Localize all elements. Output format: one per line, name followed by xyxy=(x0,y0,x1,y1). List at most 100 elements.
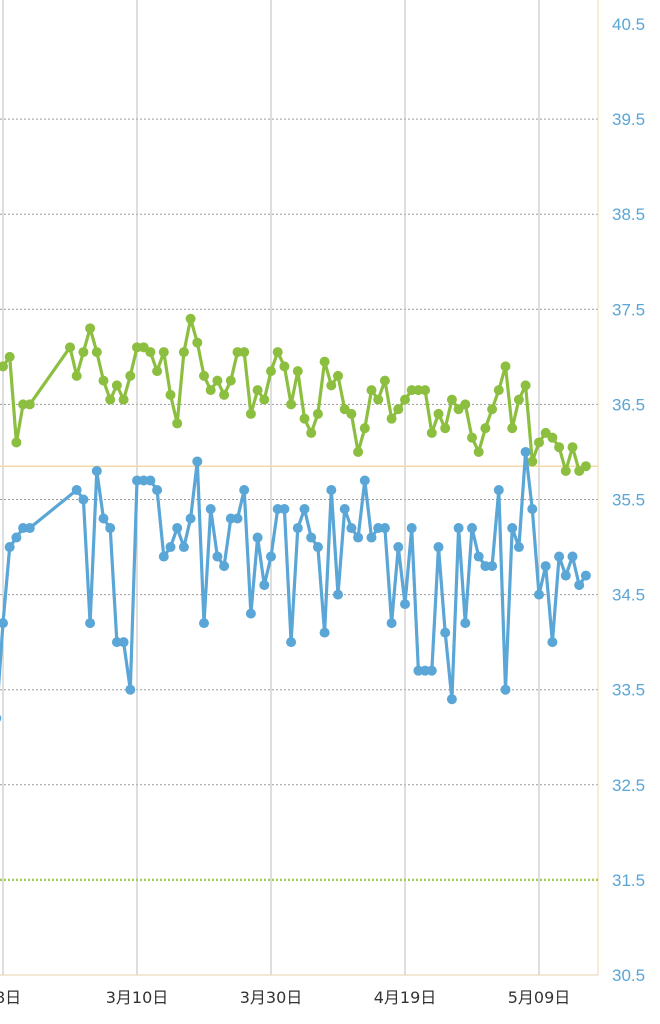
data-point xyxy=(359,475,370,486)
data-point xyxy=(500,684,511,695)
data-point xyxy=(185,513,196,524)
data-point xyxy=(366,385,377,396)
data-point xyxy=(312,408,323,419)
data-point xyxy=(393,542,404,553)
data-point xyxy=(580,461,591,472)
data-point xyxy=(520,446,531,457)
data-point xyxy=(379,375,390,386)
data-point xyxy=(580,570,591,581)
data-point xyxy=(312,542,323,553)
data-point xyxy=(446,394,457,405)
data-point xyxy=(91,465,102,476)
y-tick-label: 38.5 xyxy=(612,205,645,224)
data-point xyxy=(152,366,163,377)
data-point xyxy=(286,399,297,410)
data-point xyxy=(467,523,477,534)
data-point xyxy=(219,389,230,400)
data-point xyxy=(78,494,89,505)
data-point xyxy=(467,432,477,443)
data-point xyxy=(386,618,397,629)
y-tick-label: 33.5 xyxy=(612,681,645,700)
data-point xyxy=(205,504,216,515)
data-point xyxy=(279,504,290,515)
data-point xyxy=(473,446,484,457)
data-point xyxy=(158,551,169,562)
y-tick-label: 32.5 xyxy=(612,776,645,795)
data-point xyxy=(91,347,102,358)
data-point xyxy=(165,542,176,553)
data-point xyxy=(245,408,256,419)
data-point xyxy=(24,399,35,410)
data-point xyxy=(319,356,330,367)
data-point xyxy=(534,589,544,600)
data-point xyxy=(460,399,471,410)
data-point xyxy=(306,532,317,543)
data-point xyxy=(266,366,276,377)
data-point xyxy=(225,375,236,386)
data-point xyxy=(359,423,370,434)
data-point xyxy=(500,361,511,372)
data-point xyxy=(507,523,518,534)
data-point xyxy=(24,523,35,534)
data-point xyxy=(205,385,216,396)
data-point xyxy=(379,523,390,534)
data-point xyxy=(373,394,384,405)
data-point xyxy=(292,523,303,534)
data-point xyxy=(567,551,578,562)
data-point xyxy=(487,404,498,415)
x-tick-label: 3月30日 xyxy=(240,988,303,1007)
data-point xyxy=(252,532,263,543)
data-point xyxy=(547,432,558,443)
data-point xyxy=(239,347,250,358)
data-point xyxy=(574,580,585,591)
data-point xyxy=(286,637,297,648)
data-point xyxy=(98,513,109,524)
data-point xyxy=(366,532,377,543)
data-point xyxy=(245,608,256,619)
data-point xyxy=(513,542,524,553)
y-tick-label: 34.5 xyxy=(612,586,645,605)
data-point xyxy=(480,423,491,434)
data-point xyxy=(567,442,578,453)
data-point xyxy=(446,694,457,705)
data-point xyxy=(125,370,136,381)
data-point xyxy=(353,532,364,543)
data-point xyxy=(239,484,250,495)
x-tick-label: 3月10日 xyxy=(106,988,169,1007)
data-point xyxy=(192,337,203,348)
data-point xyxy=(306,427,317,438)
data-point xyxy=(333,589,343,600)
x-tick-label: 18日 xyxy=(0,988,21,1007)
data-point xyxy=(192,456,203,467)
data-point xyxy=(11,437,22,448)
data-point xyxy=(158,347,169,358)
grid xyxy=(0,0,599,976)
data-point xyxy=(0,618,8,629)
data-point xyxy=(560,465,571,476)
data-point xyxy=(554,442,565,453)
data-point xyxy=(400,599,410,610)
x-tick-label: 4月19日 xyxy=(374,988,437,1007)
y-tick-label: 31.5 xyxy=(612,871,645,890)
data-point xyxy=(346,523,357,534)
data-point xyxy=(527,504,538,515)
data-point xyxy=(252,385,263,396)
data-point xyxy=(554,551,565,562)
data-point xyxy=(426,665,437,676)
data-point xyxy=(165,389,176,400)
data-point xyxy=(145,475,156,486)
data-point xyxy=(333,370,343,381)
data-point xyxy=(386,413,397,424)
data-point xyxy=(85,618,96,629)
data-point xyxy=(11,532,22,543)
data-point xyxy=(426,427,437,438)
data-point xyxy=(111,380,122,391)
data-point xyxy=(178,542,189,553)
y-tick-label: 36.5 xyxy=(612,395,645,414)
data-point xyxy=(199,370,209,381)
data-point xyxy=(212,375,223,386)
data-point xyxy=(520,380,531,391)
data-point xyxy=(440,423,451,434)
y-tick-label: 37.5 xyxy=(612,300,645,319)
